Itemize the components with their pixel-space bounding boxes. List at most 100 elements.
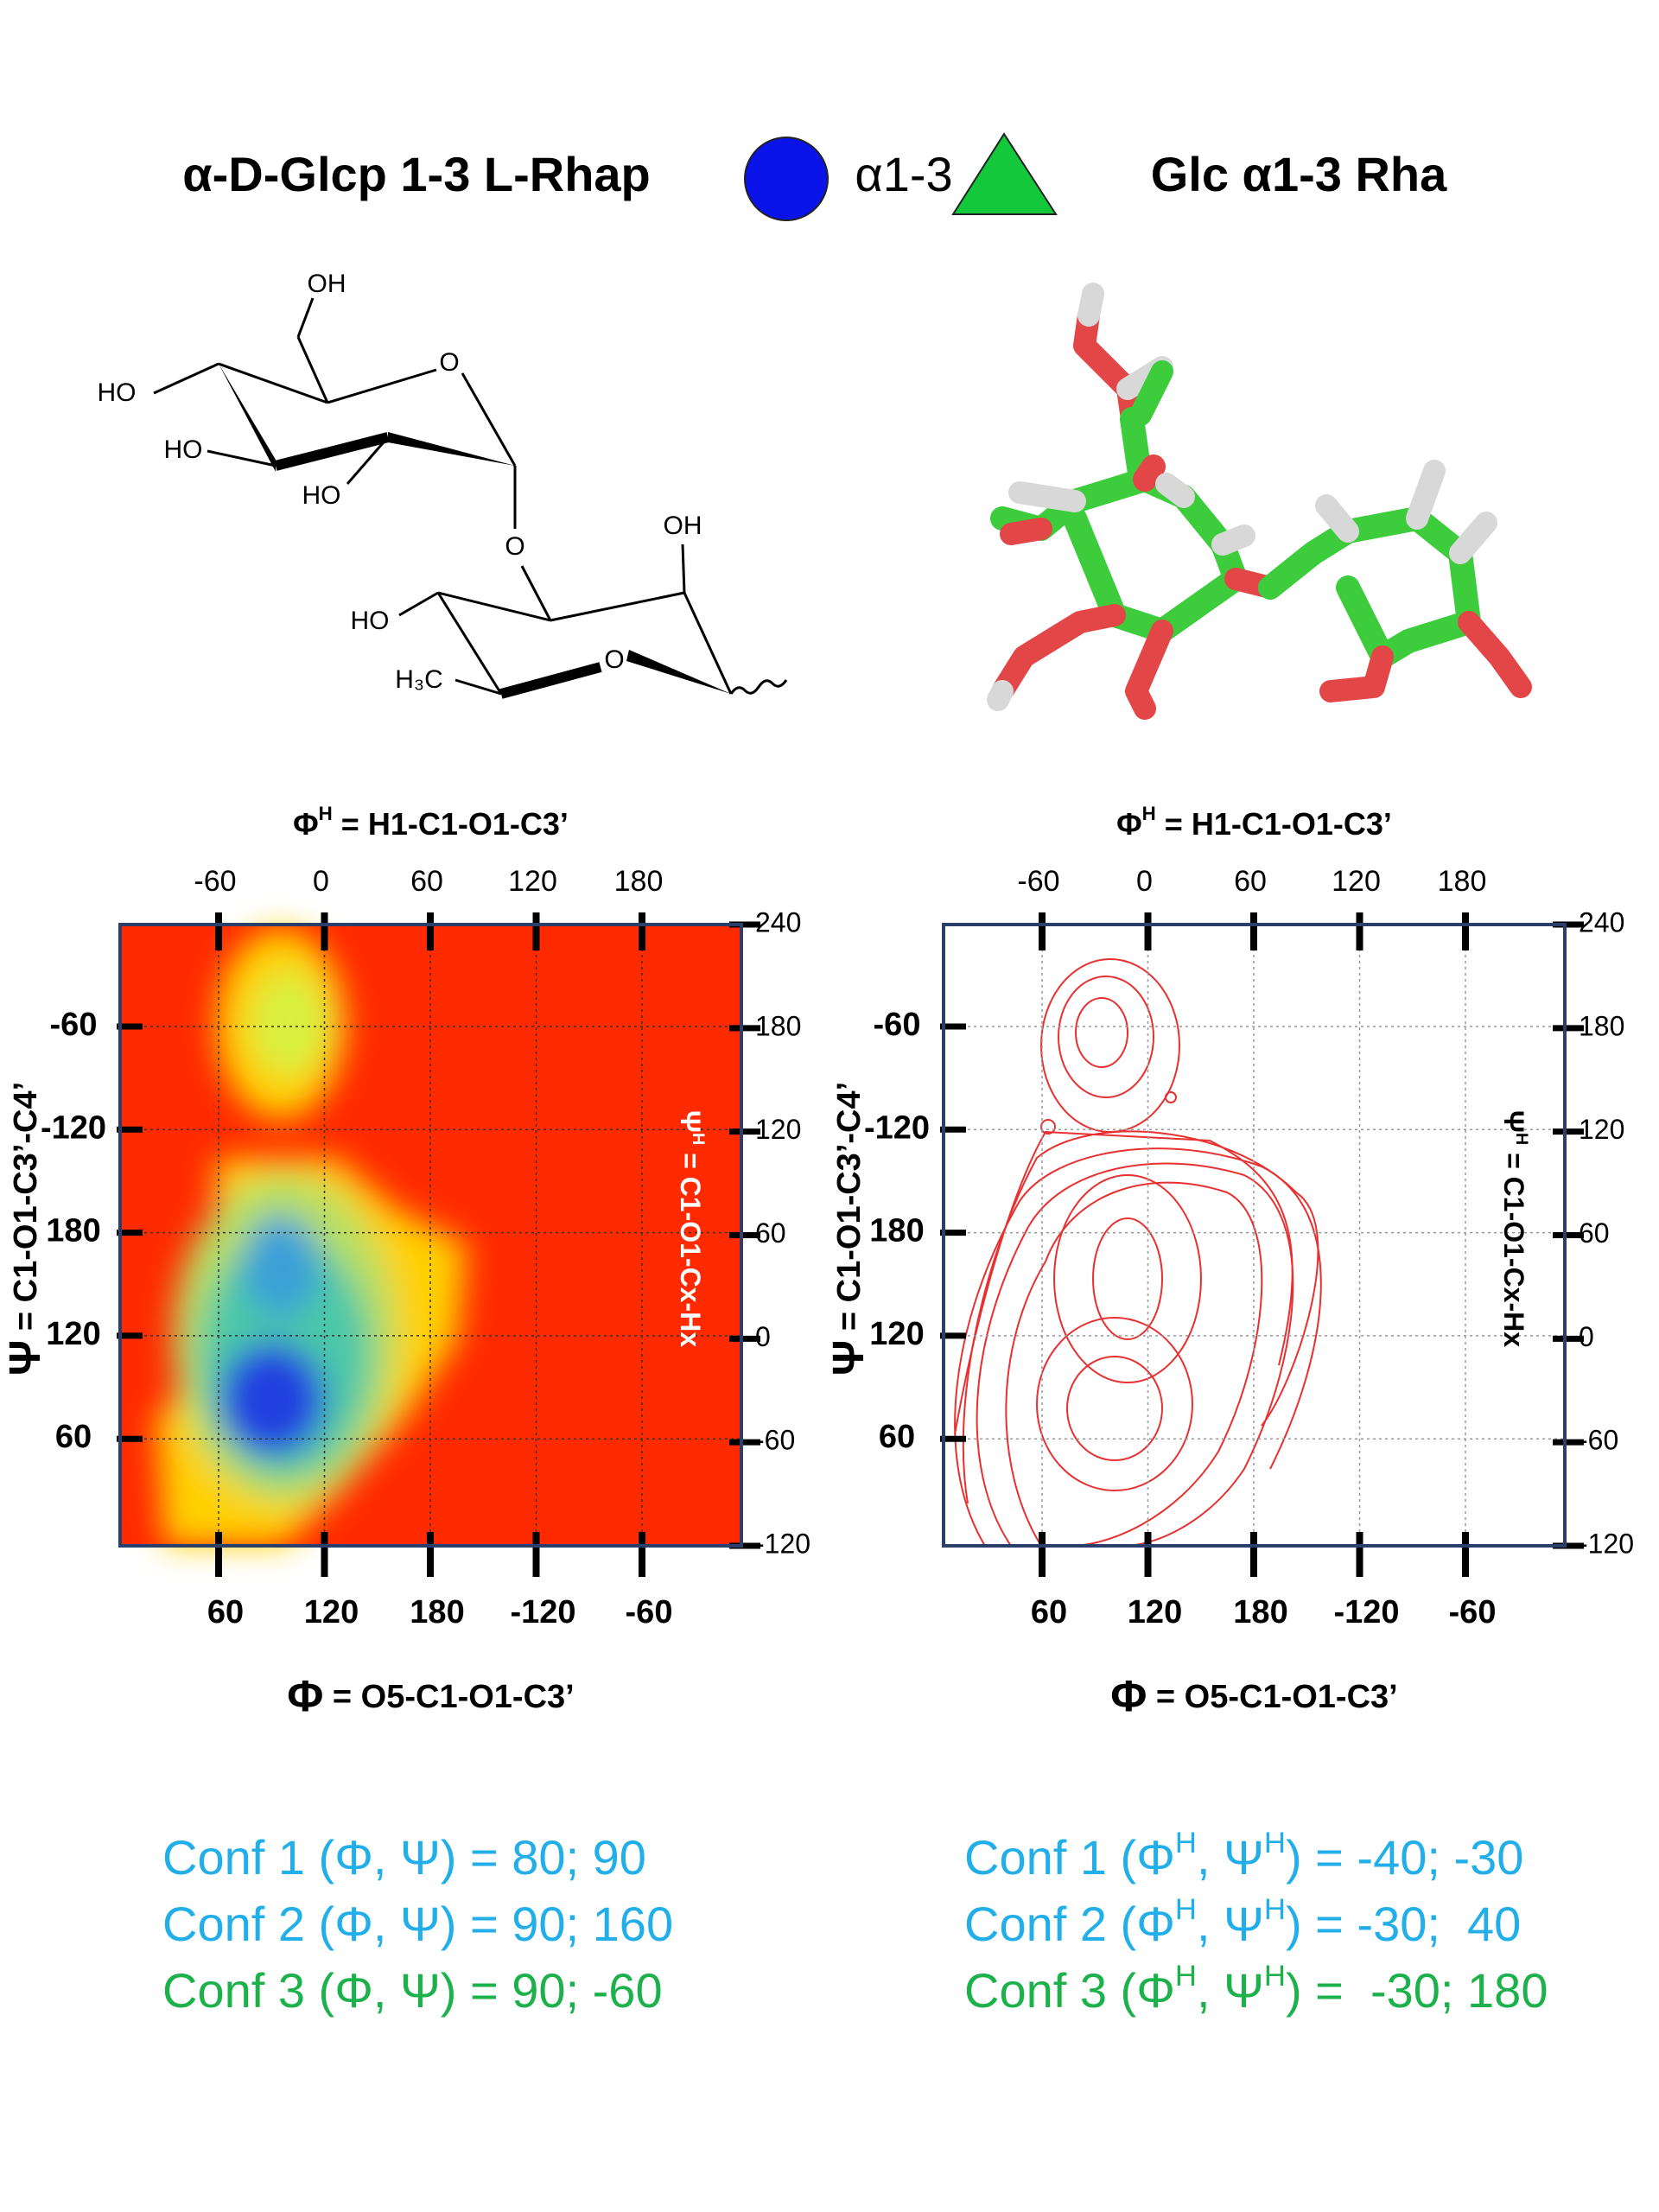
- right-tick-label: 180: [1579, 1010, 1624, 1041]
- glc-symbol: [744, 137, 829, 221]
- bottom-axis-title: Φ = O5-C1-O1-C3’: [287, 1671, 574, 1720]
- bottom-tick-label: 180: [1233, 1594, 1287, 1630]
- bottom-tick-label: 120: [304, 1594, 359, 1630]
- top-tick-label: 180: [1438, 865, 1487, 898]
- top-tick-label: 60: [1234, 865, 1267, 898]
- text-part: = O5-C1-O1-C3’: [1147, 1679, 1397, 1715]
- text-part: H: [1264, 1827, 1286, 1859]
- plot-frame: [118, 923, 743, 1548]
- text-part: Φ: [1116, 806, 1142, 842]
- left-tick-label: 180: [869, 1213, 924, 1249]
- bottom-tick-label: 60: [1031, 1594, 1067, 1630]
- text-part: H: [1264, 1960, 1286, 1993]
- right-tick-label: 120: [755, 1114, 801, 1145]
- left-title: α-D-Glcp 1-3 L-Rhap: [182, 147, 651, 201]
- bottom-axis-title: Φ = O5-C1-O1-C3’: [1110, 1671, 1397, 1720]
- left-axis-title: Ψ = C1-O1-C3’-C4’: [0, 1082, 49, 1376]
- bottom-tick-label: -120: [1333, 1594, 1399, 1630]
- right-tick-label: 60: [1579, 1217, 1610, 1249]
- text-part: Conf 3 (Φ: [964, 1963, 1175, 2018]
- right-title: Glc α1-3 Rha: [1151, 147, 1447, 201]
- bottom-tick-label: -60: [1449, 1594, 1497, 1630]
- right-tick-label: 240: [755, 906, 801, 938]
- text-part: H: [1175, 1960, 1197, 1993]
- text-part: = O5-C1-O1-C3’: [323, 1679, 574, 1715]
- rha-symbol: [951, 132, 1058, 215]
- left-tick-label: -120: [41, 1109, 106, 1146]
- right-tick-label: 240: [1579, 906, 1624, 938]
- right-tick-label: 120: [1579, 1114, 1624, 1145]
- bottom-tick-label: -60: [626, 1594, 673, 1630]
- conformation: Conf 3 (ΦH, ΨH) = -30; 180: [964, 1960, 1548, 2018]
- text-part: Ψ: [823, 1340, 873, 1376]
- bottom-tick-label: 180: [410, 1594, 464, 1630]
- atom-label: HO: [351, 607, 390, 635]
- text-part: , Ψ: [1197, 1963, 1264, 2018]
- text-part: ) = -30; 40: [1286, 1897, 1521, 1951]
- linkage: α1-3: [855, 147, 952, 201]
- text-part: = C1-O1-Cx-Hx: [1498, 1145, 1529, 1347]
- conformation: Conf 2 (ΦH, ΨH) = -30; 40: [964, 1893, 1521, 1951]
- text-part: H: [1175, 1827, 1197, 1859]
- chemical-structure: [153, 297, 788, 699]
- atom-label: HO: [302, 481, 341, 510]
- top-tick-label: -60: [194, 865, 236, 898]
- conformation: Conf 2 (Φ, Ψ) = 90; 160: [162, 1897, 673, 1951]
- text-part: Φ: [287, 1671, 323, 1720]
- text-part: H: [1264, 1893, 1286, 1926]
- text-part: ) = -30; 180: [1286, 1963, 1548, 2018]
- left-tick-label: 60: [879, 1419, 915, 1455]
- structure-labels: OH O HO HO HO O OH HO O H₃C: [98, 270, 702, 694]
- text-part: Ψ: [0, 1340, 49, 1376]
- atom-label: O: [439, 348, 459, 377]
- bottom-tick-label: 60: [207, 1594, 244, 1630]
- right-tick-label: -120: [1579, 1528, 1634, 1559]
- atom-label: OH: [308, 270, 346, 298]
- text-part: , Ψ: [1197, 1830, 1264, 1885]
- bottom-tick-label: 120: [1128, 1594, 1182, 1630]
- text-part: Φ: [1110, 1671, 1147, 1720]
- conformation: Conf 1 (ΦH, ΨH) = -40; -30: [964, 1827, 1523, 1885]
- right-tick-label: 0: [755, 1321, 771, 1352]
- bottom-tick-label: -120: [510, 1594, 575, 1630]
- right-axis-title: ΨH = C1-O1-Cx-Hx: [1498, 1110, 1531, 1347]
- text-part: H: [1175, 1893, 1197, 1926]
- text-part: Ψ: [1498, 1110, 1529, 1133]
- text-part: H: [1512, 1133, 1531, 1145]
- text-part: Ψ: [675, 1110, 706, 1133]
- left-tick-label: 180: [46, 1213, 100, 1249]
- left-tick-label: 120: [46, 1316, 100, 1352]
- plot: -60 0 60 120 180 60 120 180 -120 -60 -60 -120 180 120…: [0, 803, 810, 1719]
- top-tick-label: 0: [1136, 865, 1153, 898]
- text-part: = H1-C1-O1-C3’: [1156, 806, 1392, 842]
- atom-label: OH: [664, 512, 702, 540]
- text-part: , Ψ: [1197, 1897, 1264, 1951]
- conformation: Conf 1 (Φ, Ψ) = 80; 90: [162, 1830, 646, 1885]
- top-tick-label: 120: [508, 865, 557, 898]
- text-part: = C1-O1-C3’-C4’: [831, 1082, 868, 1340]
- right-axis-title: ΨH = C1-O1-Cx-Hx: [675, 1110, 708, 1347]
- conformation: Conf 3 (Φ, Ψ) = 90; -60: [162, 1963, 663, 2018]
- plot-frame: [942, 923, 1567, 1548]
- top-axis-title: ΦH = H1-C1-O1-C3’: [293, 803, 569, 841]
- text-part: Conf 1 (Φ: [964, 1830, 1175, 1885]
- top-tick-label: 120: [1332, 865, 1381, 898]
- contour-plot: [954, 958, 1322, 1547]
- right-tick-label: -120: [755, 1528, 810, 1559]
- text-part: Conf 2 (Φ: [964, 1897, 1175, 1951]
- text-part: = H1-C1-O1-C3’: [333, 806, 569, 842]
- right-tick-label: 180: [755, 1010, 801, 1041]
- 3d-model: [987, 283, 1532, 720]
- top-tick-label: 60: [410, 865, 443, 898]
- top-tick-label: -60: [1017, 865, 1059, 898]
- left-tick-label: -60: [874, 1007, 921, 1043]
- left-axis-title: Ψ = C1-O1-C3’-C4’: [823, 1082, 873, 1376]
- atom-label: O: [604, 645, 624, 674]
- left-tick-label: 120: [869, 1316, 924, 1352]
- right-tick-label: 0: [1579, 1321, 1594, 1352]
- atom-label: O: [505, 532, 524, 561]
- atom-label: H₃C: [395, 665, 443, 694]
- heatmap: [120, 925, 741, 1546]
- top-tick-label: 180: [614, 865, 664, 898]
